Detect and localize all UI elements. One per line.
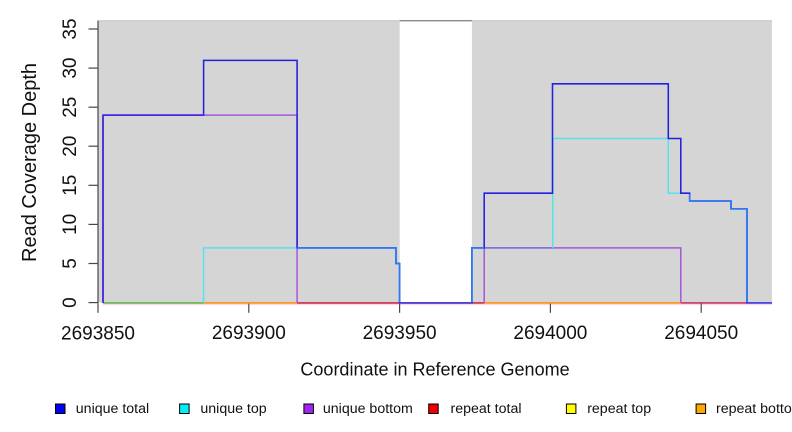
svg-text:2693900: 2693900 <box>212 323 286 344</box>
svg-text:35: 35 <box>60 18 81 39</box>
svg-text:20: 20 <box>60 136 81 157</box>
svg-text:2694050: 2694050 <box>664 323 738 344</box>
svg-text:5: 5 <box>60 258 81 269</box>
svg-text:unique bottom: unique bottom <box>323 401 413 417</box>
svg-text:2693850: 2693850 <box>61 324 135 345</box>
svg-text:0: 0 <box>60 297 81 308</box>
svg-text:15: 15 <box>60 175 81 196</box>
svg-text:30: 30 <box>60 58 81 79</box>
svg-text:unique total: unique total <box>76 401 149 417</box>
svg-text:Coordinate in Reference Genome: Coordinate in Reference Genome <box>300 360 569 380</box>
svg-text:25: 25 <box>60 97 81 118</box>
svg-text:unique top: unique top <box>200 401 266 417</box>
svg-text:repeat bottom: repeat bottom <box>716 401 792 417</box>
svg-text:2693950: 2693950 <box>363 323 437 344</box>
svg-text:10: 10 <box>60 214 81 235</box>
svg-text:Read Coverage Depth: Read Coverage Depth <box>19 63 41 262</box>
svg-text:repeat top: repeat top <box>587 401 651 417</box>
svg-text:2694000: 2694000 <box>513 323 587 344</box>
svg-text:repeat total: repeat total <box>451 401 522 417</box>
